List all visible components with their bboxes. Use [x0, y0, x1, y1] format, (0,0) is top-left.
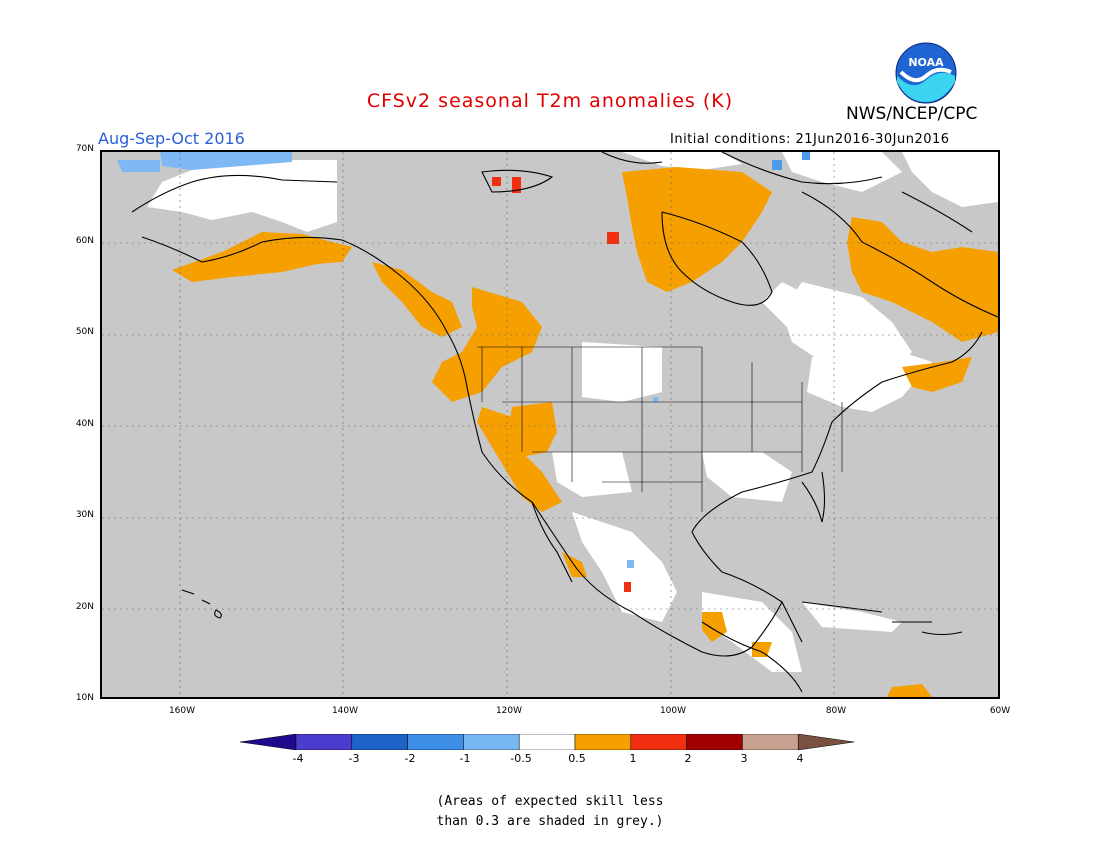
colorbar-label: -0.5 [510, 752, 532, 765]
colorbar-segment [407, 733, 464, 751]
colorbar-segment [463, 733, 520, 751]
lat-label-10n: 10N [75, 693, 94, 703]
anomaly-map [100, 150, 1000, 699]
lat-label-20n: 20N [75, 602, 94, 612]
colorbar-label: -1 [459, 752, 471, 765]
lon-label-100w: 100W [659, 706, 687, 716]
lat-label-40n: 40N [75, 419, 94, 429]
lon-label-80w: 80W [825, 706, 847, 716]
land-neutral-areas [147, 152, 998, 672]
noaa-logo: NOAA [895, 42, 957, 104]
coastlines [131, 152, 998, 693]
warm-strong-anomaly-areas [492, 177, 631, 592]
lon-label-160w: 160W [168, 706, 196, 716]
colorbar-segment [686, 733, 743, 751]
lat-label-70n: 70N [75, 144, 94, 154]
skill-note: (Areas of expected skill less than 0.3 a… [0, 792, 1100, 832]
colorbar [239, 733, 862, 751]
colorbar-segment [797, 733, 855, 751]
lat-label-60n: 60N [75, 236, 94, 246]
colorbar-label: 2 [684, 752, 692, 765]
colorbar-segment [574, 733, 632, 751]
lon-label-60w: 60W [989, 706, 1011, 716]
skill-note-line2: than 0.3 are shaded in grey.) [436, 814, 664, 829]
lon-label-140w: 140W [331, 706, 359, 716]
colorbar-segment [295, 733, 353, 751]
cool-anomaly-areas [117, 152, 810, 568]
chart-title: CFSv2 seasonal T2m anomalies (K) [366, 90, 734, 112]
colorbar-label: 3 [740, 752, 748, 765]
lon-label-120w: 120W [495, 706, 523, 716]
lat-label-30n: 30N [75, 510, 94, 520]
svg-text:NOAA: NOAA [908, 56, 944, 69]
colorbar-segment [518, 733, 576, 751]
forecast-period: Aug-Sep-Oct 2016 [98, 129, 245, 148]
colorbar-label: 1 [629, 752, 637, 765]
colorbar-label: 4 [796, 752, 804, 765]
lat-label-50n: 50N [75, 327, 94, 337]
colorbar-label: -2 [404, 752, 416, 765]
colorbar-label: -3 [348, 752, 360, 765]
state-borders [477, 346, 843, 512]
warm-anomaly-areas [172, 167, 998, 697]
colorbar-segment [351, 733, 408, 751]
colorbar-label: 0.5 [568, 752, 586, 765]
skill-note-line1: (Areas of expected skill less [436, 794, 664, 809]
initial-conditions: Initial conditions: 21Jun2016-30Jun2016 [670, 132, 950, 147]
colorbar-labels: -4 -3 -2 -1 -0.5 0.5 1 2 3 4 [0, 752, 1100, 768]
colorbar-segment [239, 733, 297, 751]
colorbar-segment [742, 733, 799, 751]
colorbar-svg [239, 733, 855, 751]
colorbar-segment [630, 733, 687, 751]
colorbar-label: -4 [292, 752, 304, 765]
agency-label: NWS/NCEP/CPC [846, 104, 978, 124]
